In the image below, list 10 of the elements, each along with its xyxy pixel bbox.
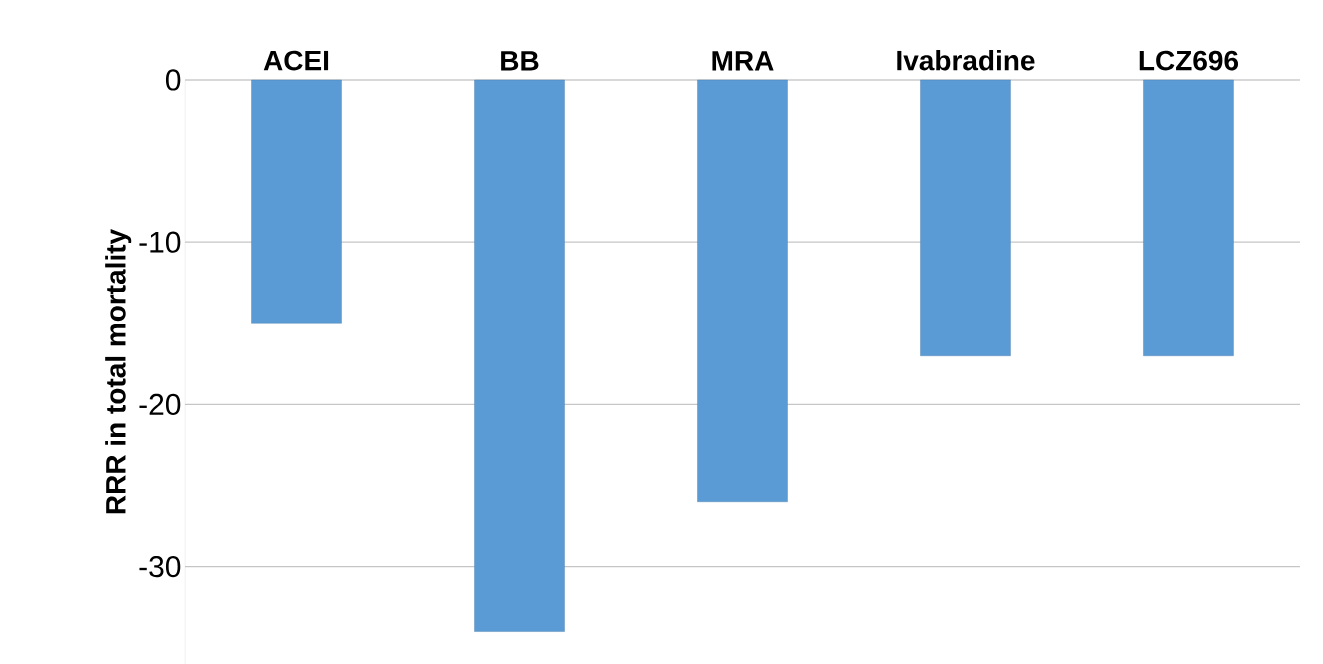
y-axis-title: RRR in total mortality [105, 229, 132, 514]
x-tick-label: ACEI [263, 50, 329, 71]
x-tick-label: MRA [712, 51, 774, 71]
y-tick-label: 0 [165, 69, 181, 91]
y-tick-label: -10 [139, 231, 181, 253]
y-tick-label: -30 [139, 556, 181, 578]
x-tick-label: Ivabradine [897, 49, 1035, 71]
x-tick-label: BB [501, 51, 539, 71]
y-tick-label: -20 [139, 393, 181, 416]
x-tick-label: LCZ696 [1139, 50, 1239, 71]
